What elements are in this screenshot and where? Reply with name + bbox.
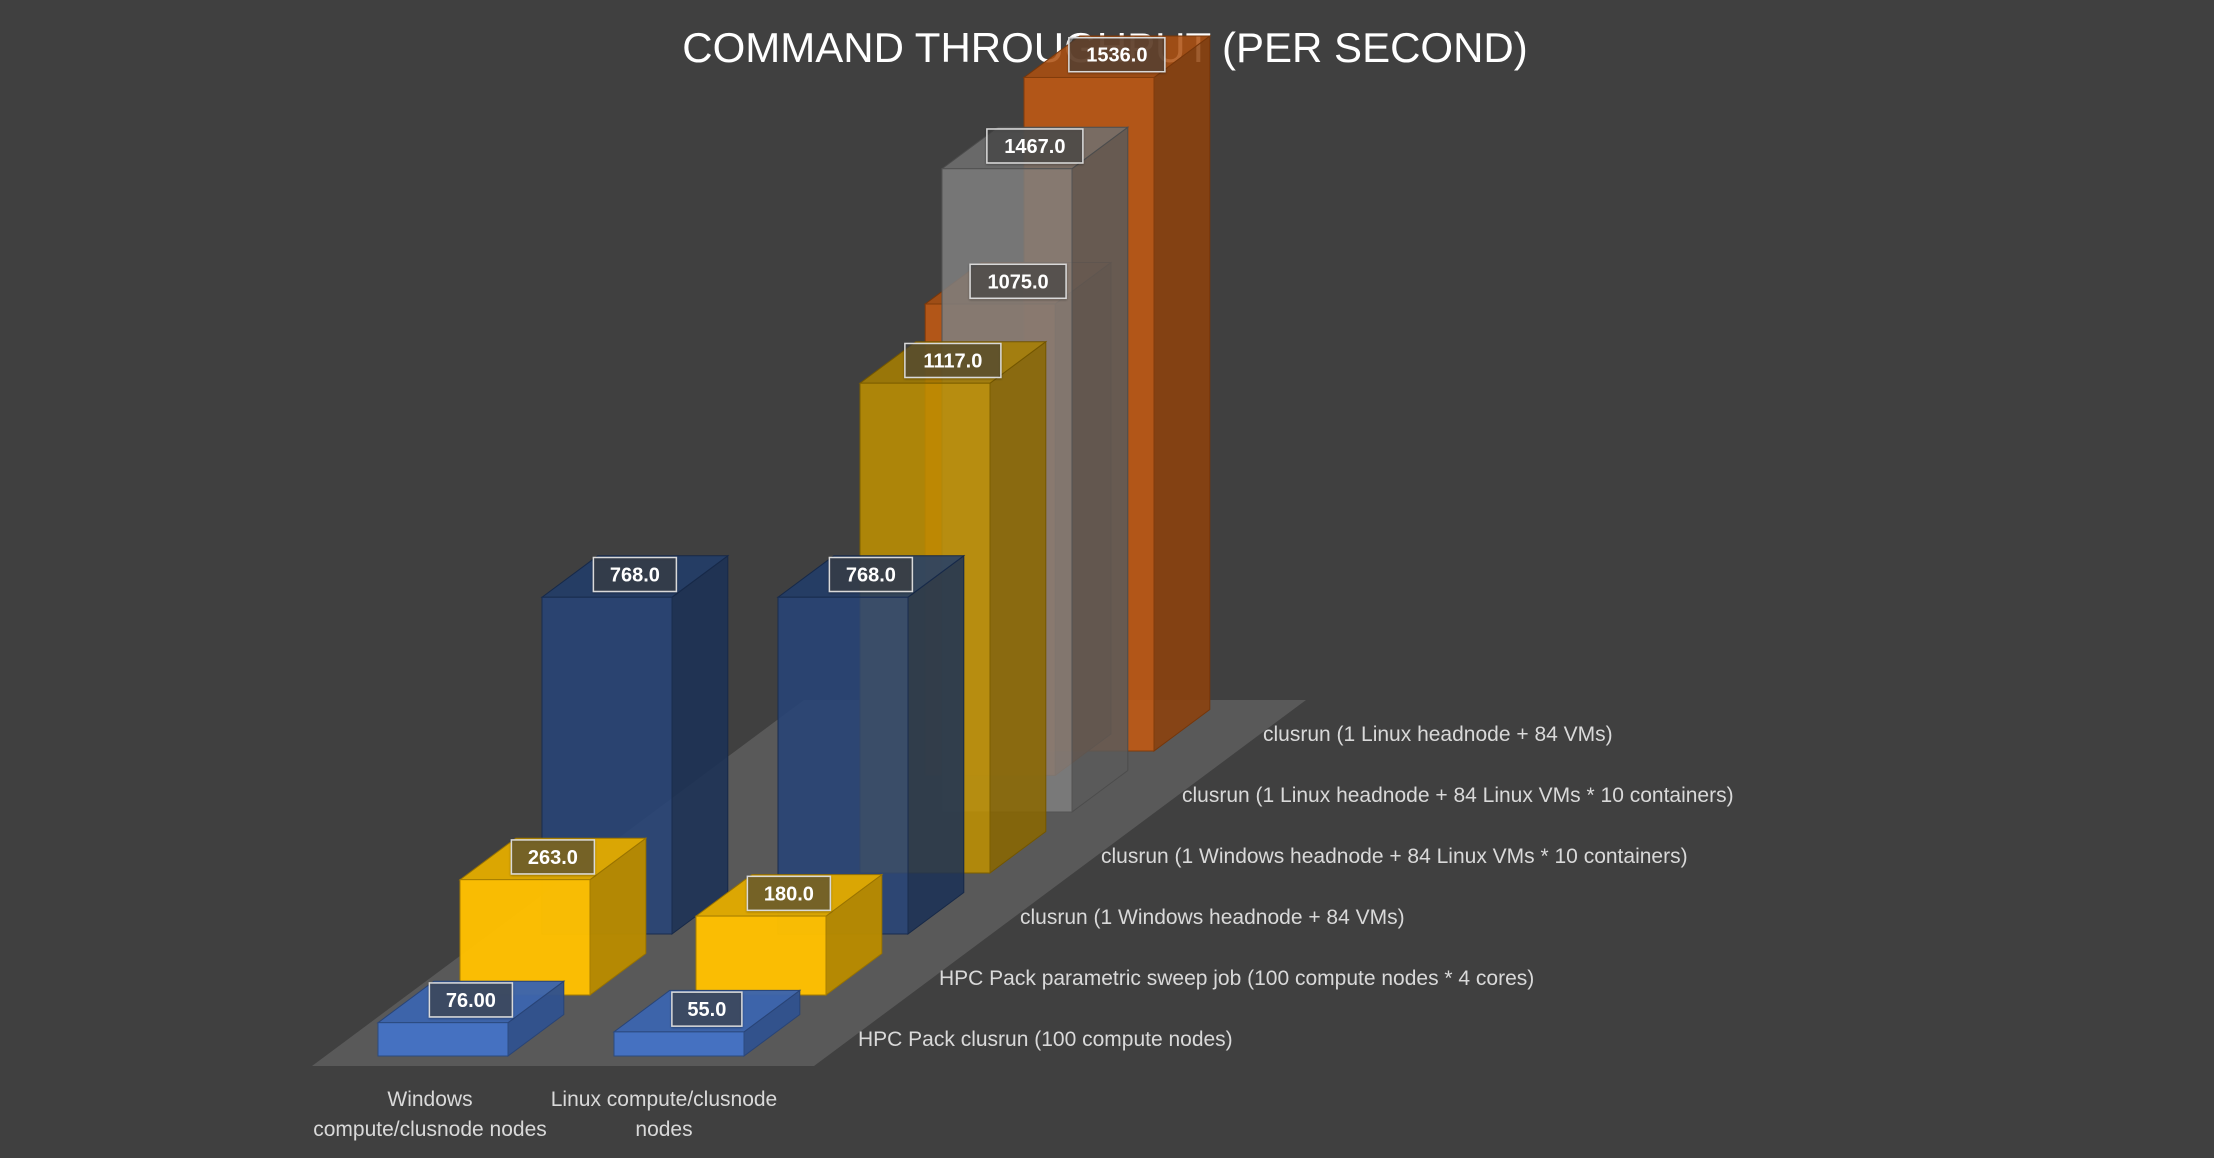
data-label-text: 1075.0	[987, 271, 1048, 293]
series-axis-labels: HPC Pack clusrun (100 compute nodes) HPC …	[858, 723, 1734, 1051]
data-label-text: 76.00	[446, 990, 496, 1012]
category-label: Windows	[387, 1088, 472, 1111]
data-label: 768.0	[828, 556, 914, 593]
data-label-box	[969, 263, 1067, 300]
category-label: Linux compute/clusnode	[551, 1088, 777, 1111]
data-label-box	[428, 982, 514, 1018]
data-label-box	[510, 839, 596, 875]
data-label-box	[671, 991, 743, 1027]
data-label-text: 1467.0	[1004, 136, 1065, 158]
data-label-text: 263.0	[528, 847, 578, 869]
data-label-box	[592, 556, 678, 593]
data-label: 1536.0	[1068, 36, 1166, 73]
data-label: 263.0	[510, 839, 596, 875]
category-label: compute/clusnode nodes	[313, 1118, 547, 1141]
data-label-box	[828, 556, 914, 593]
bar-front	[695, 915, 827, 996]
bar	[540, 554, 730, 935]
bar-side	[671, 554, 729, 935]
series-axis-label: HPC Pack clusrun (100 compute nodes)	[858, 1028, 1233, 1051]
bar-side	[1071, 126, 1129, 813]
data-label-text: 768.0	[610, 564, 660, 586]
data-label-box	[904, 342, 1002, 379]
data-label-box	[746, 875, 832, 912]
bar-front	[459, 879, 591, 996]
data-label: 1117.0	[904, 342, 1002, 379]
category-label: nodes	[635, 1118, 692, 1141]
data-label: 1467.0	[986, 128, 1084, 164]
series-axis-label: clusrun (1 Linux headnode + 84 Linux VMs…	[1182, 784, 1734, 807]
data-label-text: 55.0	[687, 999, 726, 1021]
data-label-text: 1117.0	[923, 350, 982, 372]
data-label: 180.0	[746, 875, 832, 912]
bar-front	[613, 1031, 745, 1057]
data-label: 76.00	[428, 982, 514, 1018]
series-axis-label: clusrun (1 Linux headnode + 84 VMs)	[1263, 723, 1613, 746]
data-label-text: 768.0	[846, 564, 896, 586]
data-labels-layer: 1536.0 1075.0 1467.0 1117.0 768.0 768.0 263.0 1…	[428, 36, 1166, 1027]
series-axis-label: clusrun (1 Windows headnode + 84 VMs)	[1020, 906, 1405, 929]
bar-side	[907, 554, 965, 935]
bar-side	[1153, 35, 1211, 752]
data-label-text: 180.0	[764, 883, 814, 905]
data-label-text: 1536.0	[1086, 45, 1147, 67]
data-label: 1075.0	[969, 263, 1067, 300]
data-label: 768.0	[592, 556, 678, 593]
data-label-box	[986, 128, 1084, 164]
bars-layer	[376, 35, 1212, 1057]
bar-front	[377, 1022, 509, 1057]
data-label: 55.0	[671, 991, 743, 1027]
data-label-box	[1068, 36, 1166, 73]
series-axis-label: clusrun (1 Windows headnode + 84 Linux V…	[1101, 845, 1688, 868]
series-axis-label: HPC Pack parametric sweep job (100 compu…	[939, 967, 1534, 990]
bar-side	[989, 340, 1047, 874]
